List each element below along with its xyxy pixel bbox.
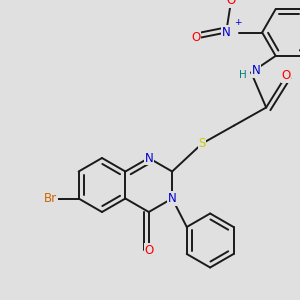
Text: O: O xyxy=(281,69,291,82)
Text: N: N xyxy=(222,26,230,39)
Text: N: N xyxy=(252,64,260,77)
Text: O: O xyxy=(191,31,201,44)
Text: S: S xyxy=(199,137,206,150)
Text: O: O xyxy=(144,244,153,256)
Text: H: H xyxy=(239,70,247,80)
Text: O: O xyxy=(226,0,236,7)
Text: Br: Br xyxy=(44,192,57,205)
Text: N: N xyxy=(144,152,153,164)
Text: +: + xyxy=(234,18,242,27)
Text: N: N xyxy=(168,192,176,205)
